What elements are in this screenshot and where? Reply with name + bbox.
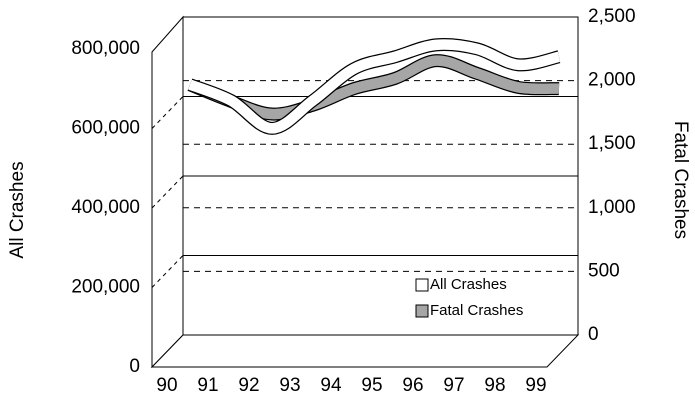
y-tick-label: 400,000 xyxy=(71,197,140,218)
x-tick-label: 98 xyxy=(484,375,505,396)
y2-tick-label: 0 xyxy=(588,324,599,345)
y-tick-label: 800,000 xyxy=(71,38,140,59)
x-tick-label: 94 xyxy=(320,375,342,396)
y2-tick-label: 2,000 xyxy=(588,70,636,91)
y2-tick-label: 2,500 xyxy=(588,6,636,27)
line xyxy=(188,39,561,134)
side-wall xyxy=(151,15,184,369)
y-tick-label: 600,000 xyxy=(71,118,140,139)
x-tick-label: 93 xyxy=(279,375,300,396)
legend-swatch xyxy=(415,304,429,318)
x-tick-label: 96 xyxy=(402,375,423,396)
y2-tick-label: 500 xyxy=(588,260,620,281)
legend-swatch xyxy=(415,278,429,292)
y-tick-label: 0 xyxy=(129,356,140,377)
y2-tick-label: 1,500 xyxy=(588,133,636,154)
x-tick-label: 95 xyxy=(361,375,382,396)
y2-tick-label: 1,000 xyxy=(588,197,636,218)
legend-label: All Crashes xyxy=(430,276,507,293)
x-tick-label: 91 xyxy=(197,375,218,396)
x-tick-label: 92 xyxy=(238,375,259,396)
x-tick-label: 97 xyxy=(443,375,464,396)
x-tick-label: 90 xyxy=(156,375,177,396)
legend-label: Fatal Crashes xyxy=(430,302,523,319)
floor xyxy=(150,334,580,368)
x-tick-label: 99 xyxy=(525,375,546,396)
y-tick-label: 200,000 xyxy=(71,277,140,298)
y2-axis-title: Fatal Crashes xyxy=(670,121,691,239)
y-axis-title: All Crashes xyxy=(7,161,28,258)
